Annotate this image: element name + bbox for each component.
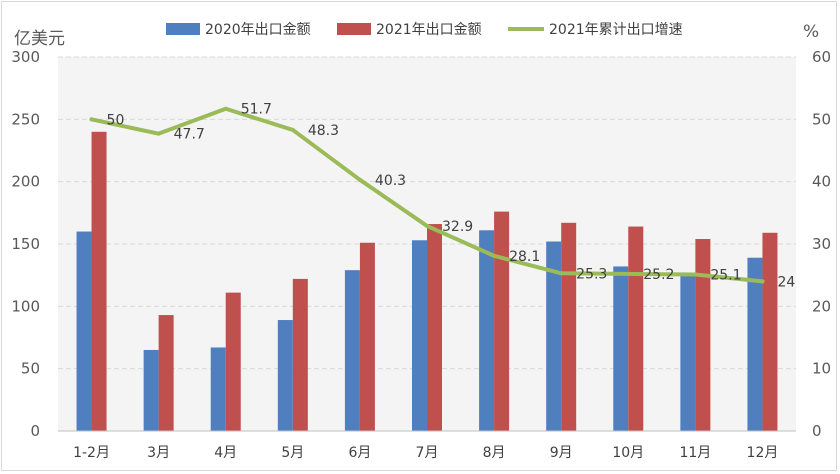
- bar-2020: [277, 320, 293, 431]
- category-axis: 1-2月 3月 4月 5月 6月 7月 8月 9月 10月 11月 12月: [58, 430, 796, 461]
- left-tick-label: 200: [11, 173, 40, 191]
- legend-label-growth: 2021年累计出口增速: [549, 22, 683, 38]
- bar-2021: [695, 239, 711, 431]
- right-tick-label: 20: [812, 297, 831, 315]
- line-series: [89, 106, 765, 284]
- left-tick-label: 0: [30, 422, 40, 440]
- growth-point: [492, 253, 497, 258]
- bar-2020: [76, 231, 92, 431]
- x-tick-label: 6月: [348, 445, 371, 461]
- right-axis: 0 10 20 30 40 50 60: [812, 48, 831, 440]
- x-tick-label: 8月: [483, 445, 506, 461]
- growth-data-label: 48.3: [308, 123, 339, 139]
- growth-point: [626, 271, 631, 276]
- legend-swatch-2020: [166, 23, 200, 35]
- right-tick-label: 50: [812, 110, 831, 128]
- data-labels: 50 47.7 51.7 48.3 40.3 32.9 28.1 25.3 25.2 25.1 24: [107, 102, 796, 291]
- left-tick-label: 150: [11, 235, 40, 253]
- right-tick-label: 0: [812, 422, 822, 440]
- x-tick-label: 12月: [747, 445, 779, 461]
- growth-point: [223, 106, 228, 111]
- growth-data-label: 32.9: [442, 219, 473, 235]
- growth-point: [425, 223, 429, 228]
- right-tick-label: 40: [812, 173, 831, 191]
- bar-2021: [225, 292, 241, 431]
- bar-2020: [344, 270, 360, 431]
- growth-data-label: 25.2: [643, 267, 674, 283]
- legend-swatch-2021: [337, 23, 371, 35]
- right-tick-label: 60: [812, 48, 831, 66]
- left-tick-label: 100: [11, 297, 40, 315]
- bar-2020: [143, 349, 159, 431]
- x-tick-label: 3月: [147, 445, 170, 461]
- legend: 2020年出口金额 2021年出口金额 2021年累计出口增速: [166, 22, 683, 38]
- growth-data-label: 50: [107, 112, 125, 128]
- growth-data-label: 25.1: [710, 268, 741, 284]
- x-tick-label: 10月: [612, 445, 644, 461]
- growth-point: [89, 117, 94, 122]
- legend-label-2021: 2021年出口金额: [376, 22, 482, 38]
- x-tick-label: 11月: [679, 445, 711, 461]
- left-tick-label: 250: [11, 110, 40, 128]
- growth-point: [760, 279, 765, 284]
- right-tick-label: 10: [812, 360, 831, 378]
- growth-point: [693, 272, 698, 277]
- bar-2020: [412, 240, 427, 431]
- bar-2021: [359, 242, 375, 431]
- x-tick-label: 9月: [550, 445, 573, 461]
- x-tick-label: 7月: [416, 445, 439, 461]
- x-tick-label: 5月: [281, 445, 304, 461]
- bar-2020: [613, 266, 629, 431]
- right-tick-label: 30: [812, 235, 831, 253]
- bar-2020: [680, 273, 696, 431]
- legend-label-2020: 2020年出口金额: [205, 22, 311, 38]
- bar-2020: [747, 257, 763, 431]
- growth-point: [156, 131, 161, 136]
- bar-2020: [546, 241, 562, 431]
- growth-data-label: 28.1: [509, 249, 540, 265]
- bar-2021: [427, 224, 442, 431]
- growth-point: [357, 177, 362, 182]
- bar-2021: [561, 222, 577, 431]
- bar-2021: [494, 211, 510, 431]
- left-tick-label: 300: [11, 48, 40, 66]
- growth-point: [559, 271, 564, 276]
- growth-data-label: 51.7: [241, 102, 272, 118]
- bar-2021: [762, 232, 778, 431]
- right-axis-unit: %: [803, 22, 819, 42]
- left-axis: 0 50 100 150 200 250 300: [11, 48, 40, 440]
- left-axis-unit: 亿美元: [14, 29, 65, 49]
- x-tick-label: 4月: [214, 445, 237, 461]
- bar-2021: [292, 278, 308, 431]
- bar-2020: [210, 347, 226, 431]
- growth-data-label: 25.3: [576, 266, 607, 282]
- bar-2020: [479, 230, 495, 431]
- growth-point: [290, 127, 295, 132]
- growth-data-label: 47.7: [174, 127, 205, 143]
- left-tick-label: 50: [21, 360, 40, 378]
- bar-2021: [158, 315, 174, 431]
- bar-2021: [91, 131, 107, 432]
- bar-2021: [628, 226, 644, 431]
- growth-data-label: 24: [777, 274, 795, 290]
- x-tick-label: 1-2月: [73, 445, 110, 461]
- growth-data-label: 40.3: [375, 173, 406, 189]
